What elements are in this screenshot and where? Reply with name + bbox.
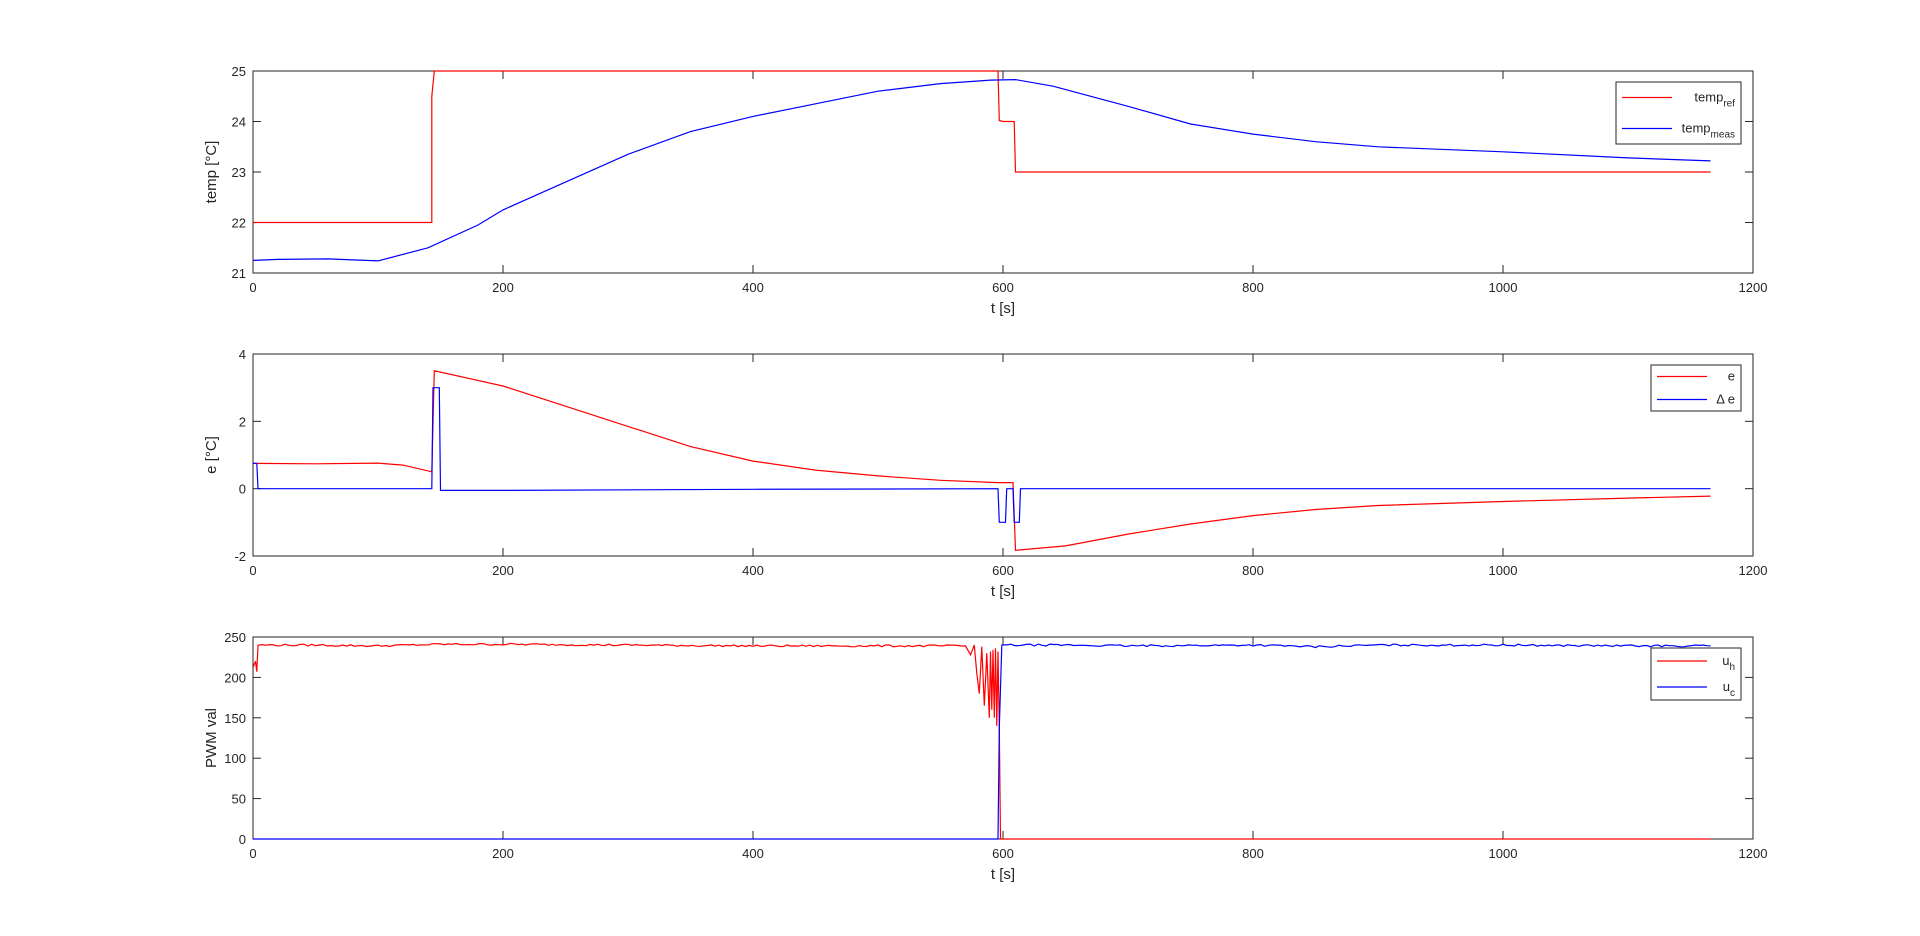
- y-axis-label: PWM val: [203, 708, 220, 768]
- x-tick-label: 400: [742, 563, 764, 578]
- x-tick-label: 800: [1242, 280, 1264, 295]
- subplot-3: 0 200 400 600 800 1000 1200 0 50 100 150 200 250 t [s…: [203, 630, 1767, 883]
- legend: uh uc: [1650, 647, 1742, 701]
- legend-entry: Δ e: [1716, 392, 1735, 407]
- legend-entry: uc: [1723, 679, 1735, 699]
- x-tick-label: 400: [742, 846, 764, 861]
- x-tick-label: 1000: [1489, 563, 1518, 578]
- x-axis-label: t [s]: [991, 300, 1015, 317]
- y-tick-label: 22: [232, 216, 246, 231]
- legend-entry: e: [1728, 369, 1735, 384]
- x-tick-label: 600: [992, 280, 1014, 295]
- series-line-2: [253, 387, 1711, 523]
- y-tick-label: 200: [224, 670, 246, 685]
- y-tick-label: 2: [239, 414, 246, 429]
- series-line-1: [253, 642, 1711, 840]
- legend: tempref tempmeas: [1615, 81, 1742, 145]
- x-tick-label: 600: [992, 846, 1014, 861]
- x-tick-label: 600: [992, 563, 1014, 578]
- y-tick-label: 0: [239, 482, 246, 497]
- y-tick-label: 250: [224, 630, 246, 645]
- x-tick-label: 0: [249, 563, 256, 578]
- y-tick-label: 150: [224, 711, 246, 726]
- x-axis-label: t [s]: [991, 866, 1015, 883]
- legend-box: [1650, 647, 1742, 701]
- axes-box: [252, 353, 1754, 557]
- legend-entry: tempmeas: [1682, 121, 1735, 141]
- y-tick-label: 0: [239, 832, 246, 847]
- legend-entry: uh: [1722, 653, 1735, 673]
- legend-box: [1650, 364, 1742, 412]
- series-line-2: [253, 78, 1711, 262]
- y-tick-label: 23: [232, 165, 246, 180]
- x-tick-label: 1000: [1489, 280, 1518, 295]
- x-tick-label: 200: [492, 280, 514, 295]
- y-tick-label: -2: [234, 549, 246, 564]
- x-tick-label: 1000: [1489, 846, 1518, 861]
- y-tick-label: 4: [239, 347, 246, 362]
- x-tick-label: 200: [492, 846, 514, 861]
- x-tick-label: 1200: [1739, 563, 1768, 578]
- x-tick-label: 0: [249, 280, 256, 295]
- x-tick-label: 1200: [1739, 280, 1768, 295]
- subplot-1: 0 200 400 600 800 1000 1200 21 22 23 24 25 t [s] temp…: [203, 64, 1767, 317]
- y-axis-label: e [°C]: [203, 436, 220, 474]
- y-tick-label: 100: [224, 751, 246, 766]
- y-tick-label: 50: [232, 792, 246, 807]
- x-axis-label: t [s]: [991, 583, 1015, 600]
- y-tick-label: 24: [232, 115, 246, 130]
- y-axis-label: temp [°C]: [203, 141, 220, 204]
- y-tick-label: 21: [232, 266, 246, 281]
- x-tick-label: 200: [492, 563, 514, 578]
- axes-box: [252, 636, 1754, 840]
- x-tick-label: 0: [249, 846, 256, 861]
- x-tick-label: 800: [1242, 846, 1264, 861]
- series-line-2: [253, 643, 1711, 840]
- x-tick-label: 800: [1242, 563, 1264, 578]
- series-line-1: [253, 70, 1711, 224]
- x-tick-label: 1200: [1739, 846, 1768, 861]
- y-tick-label: 25: [232, 64, 246, 79]
- legend-box: [1615, 81, 1742, 145]
- legend: e Δ e: [1650, 364, 1742, 412]
- x-tick-label: 400: [742, 280, 764, 295]
- legend-entry: tempref: [1694, 90, 1735, 110]
